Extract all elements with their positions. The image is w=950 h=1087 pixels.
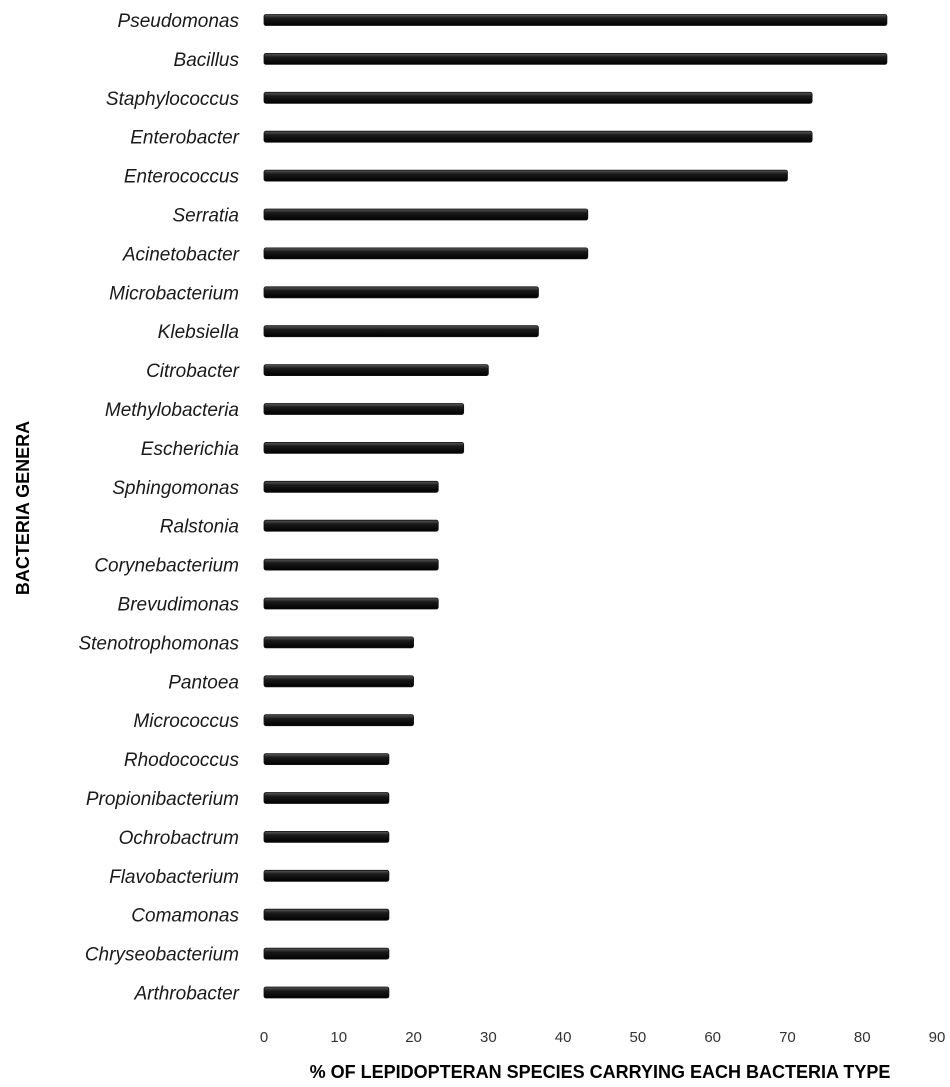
x-tick-80: 80 bbox=[854, 1029, 871, 1046]
category-label-stenotrophomonas: Stenotrophomonas bbox=[78, 633, 239, 654]
category-label-micrococcus: Micrococcus bbox=[133, 711, 239, 732]
category-label-sphingomonas: Sphingomonas bbox=[112, 478, 239, 499]
bar-rhodococcus bbox=[263, 753, 390, 765]
bar-ochrobactrum bbox=[263, 831, 390, 843]
bar-pantoea bbox=[263, 675, 414, 688]
bar-comamonas bbox=[263, 908, 390, 921]
category-label-pantoea: Pantoea bbox=[168, 672, 239, 693]
category-label-rhodococcus: Rhodococcus bbox=[124, 750, 240, 771]
x-tick-40: 40 bbox=[555, 1029, 572, 1046]
category-label-enterobacter: Enterobacter bbox=[130, 128, 239, 149]
category-label-propionibacterium: Propionibacterium bbox=[86, 789, 239, 810]
bar-methylobacteria bbox=[263, 403, 465, 415]
x-tick-20: 20 bbox=[405, 1029, 422, 1046]
x-axis-title: % OF LEPIDOPTERAN SPECIES CARRYING EACH … bbox=[310, 1062, 891, 1082]
category-labels: Pseudomonas Bacillus Staphylococcus Enterob… bbox=[78, 11, 239, 1005]
bar-propionibacterium bbox=[263, 792, 390, 804]
category-label-ochrobactrum: Ochrobactrum bbox=[119, 828, 239, 849]
x-tick-30: 30 bbox=[480, 1029, 497, 1046]
x-tick-60: 60 bbox=[704, 1029, 721, 1046]
y-axis-title: BACTERIA GENERA bbox=[13, 421, 33, 595]
category-label-citrobacter: Citrobacter bbox=[146, 361, 240, 382]
category-label-acinetobacter: Acinetobacter bbox=[122, 244, 240, 265]
bar-arthrobacter bbox=[263, 986, 390, 999]
bar-ralstonia bbox=[263, 519, 439, 532]
bar-flavobacterium bbox=[263, 869, 390, 882]
bar-brevudimonas bbox=[263, 597, 439, 610]
category-label-corynebacterium: Corynebacterium bbox=[94, 556, 239, 577]
bar-pseudomonas bbox=[263, 14, 888, 26]
bar-bacillus bbox=[263, 53, 888, 65]
category-label-brevudimonas: Brevudimonas bbox=[118, 595, 240, 616]
category-label-bacillus: Bacillus bbox=[174, 50, 240, 71]
bar-enterococcus bbox=[263, 169, 788, 182]
x-tick-0: 0 bbox=[260, 1029, 268, 1046]
category-label-microbacterium: Microbacterium bbox=[109, 283, 239, 304]
category-label-methylobacteria: Methylobacteria bbox=[105, 400, 239, 421]
x-tick-70: 70 bbox=[779, 1029, 796, 1046]
category-label-comamonas: Comamonas bbox=[131, 906, 239, 927]
bar-microbacterium bbox=[263, 286, 539, 299]
x-tick-labels: 0 10 20 30 40 50 60 70 80 90 bbox=[260, 1029, 946, 1046]
category-label-serratia: Serratia bbox=[172, 206, 239, 227]
bar-micrococcus bbox=[263, 714, 414, 727]
category-label-klebsiella: Klebsiella bbox=[158, 322, 239, 343]
category-label-enterococcus: Enterococcus bbox=[124, 167, 240, 188]
bar-stenotrophomonas bbox=[263, 636, 414, 649]
x-tick-50: 50 bbox=[630, 1029, 647, 1046]
bar-acinetobacter bbox=[263, 247, 589, 260]
x-tick-90: 90 bbox=[929, 1029, 946, 1046]
category-label-chryseobacterium: Chryseobacterium bbox=[85, 945, 239, 966]
bar-citrobacter bbox=[263, 364, 489, 377]
category-label-flavobacterium: Flavobacterium bbox=[109, 867, 239, 888]
bar-sphingomonas bbox=[263, 480, 439, 493]
category-label-staphylococcus: Staphylococcus bbox=[106, 89, 240, 110]
category-label-arthrobacter: Arthrobacter bbox=[133, 984, 239, 1005]
bar-serratia bbox=[263, 208, 589, 221]
bar-staphylococcus bbox=[263, 91, 813, 104]
x-tick-10: 10 bbox=[330, 1029, 347, 1046]
category-label-escherichia: Escherichia bbox=[141, 439, 239, 460]
bar-corynebacterium bbox=[263, 558, 439, 571]
category-label-ralstonia: Ralstonia bbox=[160, 517, 239, 538]
bars-group bbox=[263, 14, 888, 999]
bar-klebsiella bbox=[263, 325, 539, 338]
bar-chryseobacterium bbox=[263, 947, 390, 960]
bar-escherichia bbox=[263, 441, 465, 454]
category-label-pseudomonas: Pseudomonas bbox=[118, 11, 240, 32]
bar-enterobacter bbox=[263, 130, 813, 143]
